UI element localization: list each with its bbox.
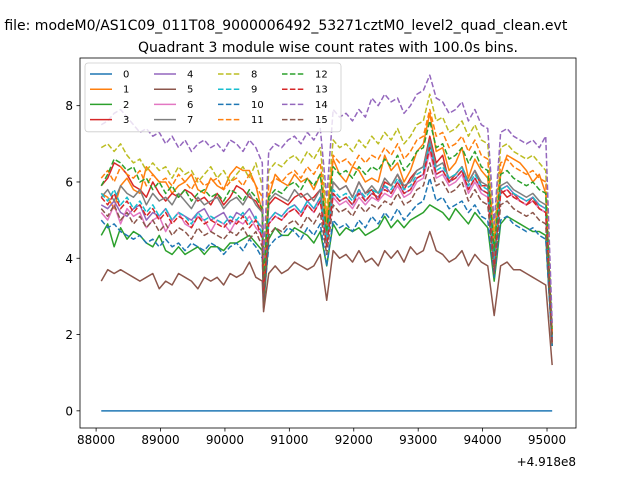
- x-tick-label: 91000: [270, 433, 308, 447]
- series-line-10: [100, 177, 553, 347]
- legend-label-5: 5: [187, 85, 193, 96]
- x-tick-label: 89000: [141, 433, 179, 447]
- series-line-1: [100, 112, 553, 335]
- series-line-15: [100, 162, 553, 347]
- legend-label-2: 2: [123, 100, 129, 111]
- series-line-8: [100, 93, 553, 327]
- y-tick-label: 6: [65, 175, 73, 189]
- figure-suptitle: n file: modeM0/AS1C09_011T08_9000006492_…: [0, 18, 568, 34]
- axes-layer: 88000 89000 90000 91000 92000 93000 94000 95000…: [65, 99, 566, 447]
- legend-box: [84, 62, 342, 133]
- plot-frame: [79, 57, 577, 429]
- x-tick-label: 93000: [399, 433, 437, 447]
- series-line-2: [100, 204, 553, 347]
- legend-label-0: 0: [123, 70, 129, 81]
- legend-label-15: 15: [315, 115, 328, 126]
- x-tick-label: 94000: [464, 433, 502, 447]
- series-line-12: [100, 120, 553, 335]
- legend-label-4: 4: [187, 70, 193, 81]
- series-line-5: [100, 230, 553, 366]
- series-line-14: [100, 74, 553, 324]
- legend-label-13: 13: [315, 85, 328, 96]
- series-line-13: [100, 146, 553, 343]
- legend-label-12: 12: [315, 70, 328, 81]
- x-tick-label: 92000: [335, 433, 373, 447]
- legend-label-7: 7: [187, 115, 193, 126]
- y-tick-label: 0: [65, 404, 73, 418]
- x-offset-label: +4.918e8: [517, 455, 576, 469]
- y-tick-label: 8: [65, 99, 73, 113]
- x-tick-label: 88000: [77, 433, 115, 447]
- legend-label-14: 14: [315, 100, 328, 111]
- legend-label-10: 10: [251, 100, 264, 111]
- legend-label-9: 9: [251, 85, 257, 96]
- legend-label-11: 11: [251, 115, 264, 126]
- series-line-11: [100, 108, 553, 331]
- legend-label-6: 6: [187, 100, 193, 111]
- legend-label-3: 3: [123, 115, 129, 126]
- legend-label-1: 1: [123, 85, 129, 96]
- series-layer: [100, 74, 553, 412]
- x-tick-label: 95000: [528, 433, 566, 447]
- x-tick-label: 90000: [206, 433, 244, 447]
- y-tick-label: 2: [65, 328, 73, 342]
- y-tick-label: 4: [65, 252, 73, 266]
- legend-label-8: 8: [251, 70, 257, 81]
- chart-title: Quadrant 3 module wise count rates with …: [138, 40, 518, 56]
